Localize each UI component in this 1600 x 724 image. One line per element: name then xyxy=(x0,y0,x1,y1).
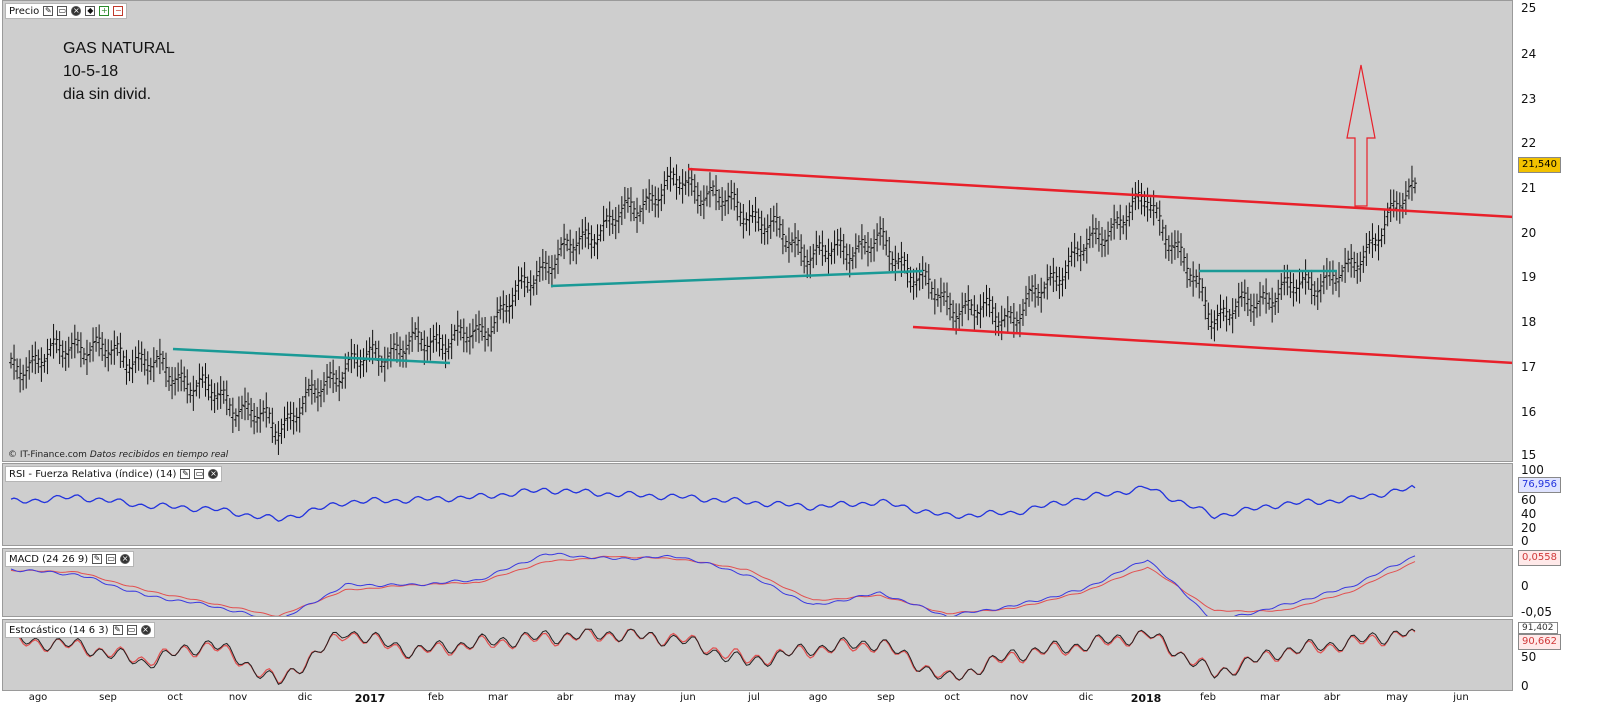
macd-line xyxy=(10,552,1416,616)
rsi-panel-title: RSI - Fuerza Relativa (índice) (14) xyxy=(9,468,177,480)
window-icon[interactable]: ▭ xyxy=(126,625,137,635)
rsi-tick: 60 xyxy=(1521,493,1537,507)
close-icon[interactable]: × xyxy=(71,6,82,16)
close-icon[interactable]: × xyxy=(208,469,219,479)
price-tick: 20 xyxy=(1521,226,1537,240)
credit-italic: Datos recibidos en tiempo real xyxy=(89,450,229,460)
add-panel-icon[interactable]: + xyxy=(99,6,110,16)
month-label: jul xyxy=(748,692,760,703)
month-label: may xyxy=(614,692,636,703)
price-panel-title: Precio xyxy=(9,5,40,17)
stoch-slow-line xyxy=(10,628,1416,684)
rsi-tick: 20 xyxy=(1521,521,1537,535)
wrench-icon[interactable]: ✎ xyxy=(43,6,54,16)
price-tick: 16 xyxy=(1521,405,1537,419)
remove-panel-icon[interactable]: − xyxy=(113,6,124,16)
month-label: 2017 xyxy=(354,692,386,705)
stoch-fast-line xyxy=(10,628,1416,685)
month-label: ago xyxy=(808,692,828,703)
month-label: dic xyxy=(1078,692,1094,703)
month-label: ago xyxy=(28,692,48,703)
stoch-tick: 0 xyxy=(1521,679,1529,693)
price-axis: 25 24 23 22 21 20 19 18 17 16 15 xyxy=(1513,0,1600,462)
month-label: mar xyxy=(488,692,508,703)
month-label: sep xyxy=(877,692,895,703)
month-label: mar xyxy=(1260,692,1280,703)
macd-panel: MACD (24 26 9) ✎ ▭ × xyxy=(2,548,1513,617)
target-arrow xyxy=(1346,64,1376,207)
price-tick: 18 xyxy=(1521,315,1537,329)
close-icon[interactable]: × xyxy=(140,625,151,635)
stoch-current-value-1: 91,402 xyxy=(1518,622,1558,634)
rsi-line xyxy=(10,484,1416,522)
price-tick: 23 xyxy=(1521,92,1537,106)
stoch-tick: 50 xyxy=(1521,650,1537,664)
month-label: oct xyxy=(167,692,183,703)
macd-current-value: 0,0558 xyxy=(1518,550,1561,566)
stoch-current-value-2: 90,662 xyxy=(1518,634,1561,650)
data-credit: © IT-Finance.com Datos recibidos en tiem… xyxy=(8,450,228,460)
rsi-tick: 0 xyxy=(1521,534,1529,548)
move-icon[interactable]: ◆ xyxy=(85,6,96,16)
window-icon[interactable]: ▭ xyxy=(106,554,117,564)
month-label: 2018 xyxy=(1130,692,1162,705)
price-panel-header: Precio ✎ ▭ × ◆ + − xyxy=(5,3,128,19)
annotation-line-3: dia sin divid. xyxy=(63,86,152,103)
neckline-2 xyxy=(550,269,924,288)
price-tick: 19 xyxy=(1521,270,1537,284)
macd-panel-header: MACD (24 26 9) ✎ ▭ × xyxy=(5,551,135,567)
month-label: abr xyxy=(556,692,574,703)
chart-annotation: GAS NATURAL 10-5-18 dia sin divid. xyxy=(63,37,175,106)
price-chart-svg xyxy=(9,64,1512,455)
price-tick: 15 xyxy=(1521,448,1537,462)
month-label: feb xyxy=(427,692,445,703)
macd-tick: 0 xyxy=(1521,579,1529,593)
price-tick: 25 xyxy=(1521,1,1537,15)
annotation-line-1: GAS NATURAL xyxy=(63,40,175,57)
neckline-1 xyxy=(172,347,451,365)
window-icon[interactable]: ▭ xyxy=(194,469,205,479)
month-label: feb xyxy=(1199,692,1217,703)
price-tick: 22 xyxy=(1521,136,1537,150)
stoch-panel-header: Estocástico (14 6 3) ✎ ▭ × xyxy=(5,622,155,638)
channel-lower-line xyxy=(912,325,1512,365)
rsi-panel-header: RSI - Fuerza Relativa (índice) (14) ✎ ▭ … xyxy=(5,466,223,482)
annotation-line-2: 10-5-18 xyxy=(63,63,119,80)
macd-panel-title: MACD (24 26 9) xyxy=(9,553,89,565)
macd-tick: -0,05 xyxy=(1521,605,1553,619)
rsi-panel: RSI - Fuerza Relativa (índice) (14) ✎ ▭ … xyxy=(2,463,1513,546)
wrench-icon[interactable]: ✎ xyxy=(180,469,191,479)
wrench-icon[interactable]: ✎ xyxy=(112,625,123,635)
month-label: dic xyxy=(297,692,313,703)
price-tick: 17 xyxy=(1521,360,1537,374)
channel-upper-line xyxy=(687,167,1512,219)
rsi-axis: 100 80 60 40 20 0 xyxy=(1513,463,1600,548)
stoch-panel-title: Estocástico (14 6 3) xyxy=(9,624,109,636)
month-label: nov xyxy=(1009,692,1029,703)
credit-main: © IT-Finance.com xyxy=(8,450,87,460)
month-label: jun xyxy=(1453,692,1469,703)
price-tick: 24 xyxy=(1521,47,1537,61)
macd-chart-svg xyxy=(10,552,1416,616)
rsi-tick: 40 xyxy=(1521,507,1537,521)
month-label: abr xyxy=(1323,692,1341,703)
price-panel: Precio ✎ ▭ × ◆ + − GAS NATURAL 10-5-18 d… xyxy=(2,0,1513,462)
month-label: may xyxy=(1386,692,1408,703)
month-label: oct xyxy=(944,692,960,703)
month-label: jun xyxy=(680,692,696,703)
wrench-icon[interactable]: ✎ xyxy=(92,554,103,564)
rsi-current-value: 76,956 xyxy=(1518,477,1561,493)
stoch-chart-svg xyxy=(10,628,1416,685)
rsi-chart-svg xyxy=(10,484,1416,522)
window-icon[interactable]: ▭ xyxy=(57,6,68,16)
month-label: sep xyxy=(99,692,117,703)
time-axis: ago sep oct nov dic 2017 feb mar abr may jun jul ago… xyxy=(0,692,1600,712)
rsi-tick: 100 xyxy=(1521,463,1544,477)
month-label: nov xyxy=(228,692,248,703)
stoch-panel: Estocástico (14 6 3) ✎ ▭ × xyxy=(2,619,1513,691)
price-tick: 21 xyxy=(1521,181,1537,195)
close-icon[interactable]: × xyxy=(120,554,131,564)
price-current-value: 21,540 xyxy=(1518,157,1561,173)
